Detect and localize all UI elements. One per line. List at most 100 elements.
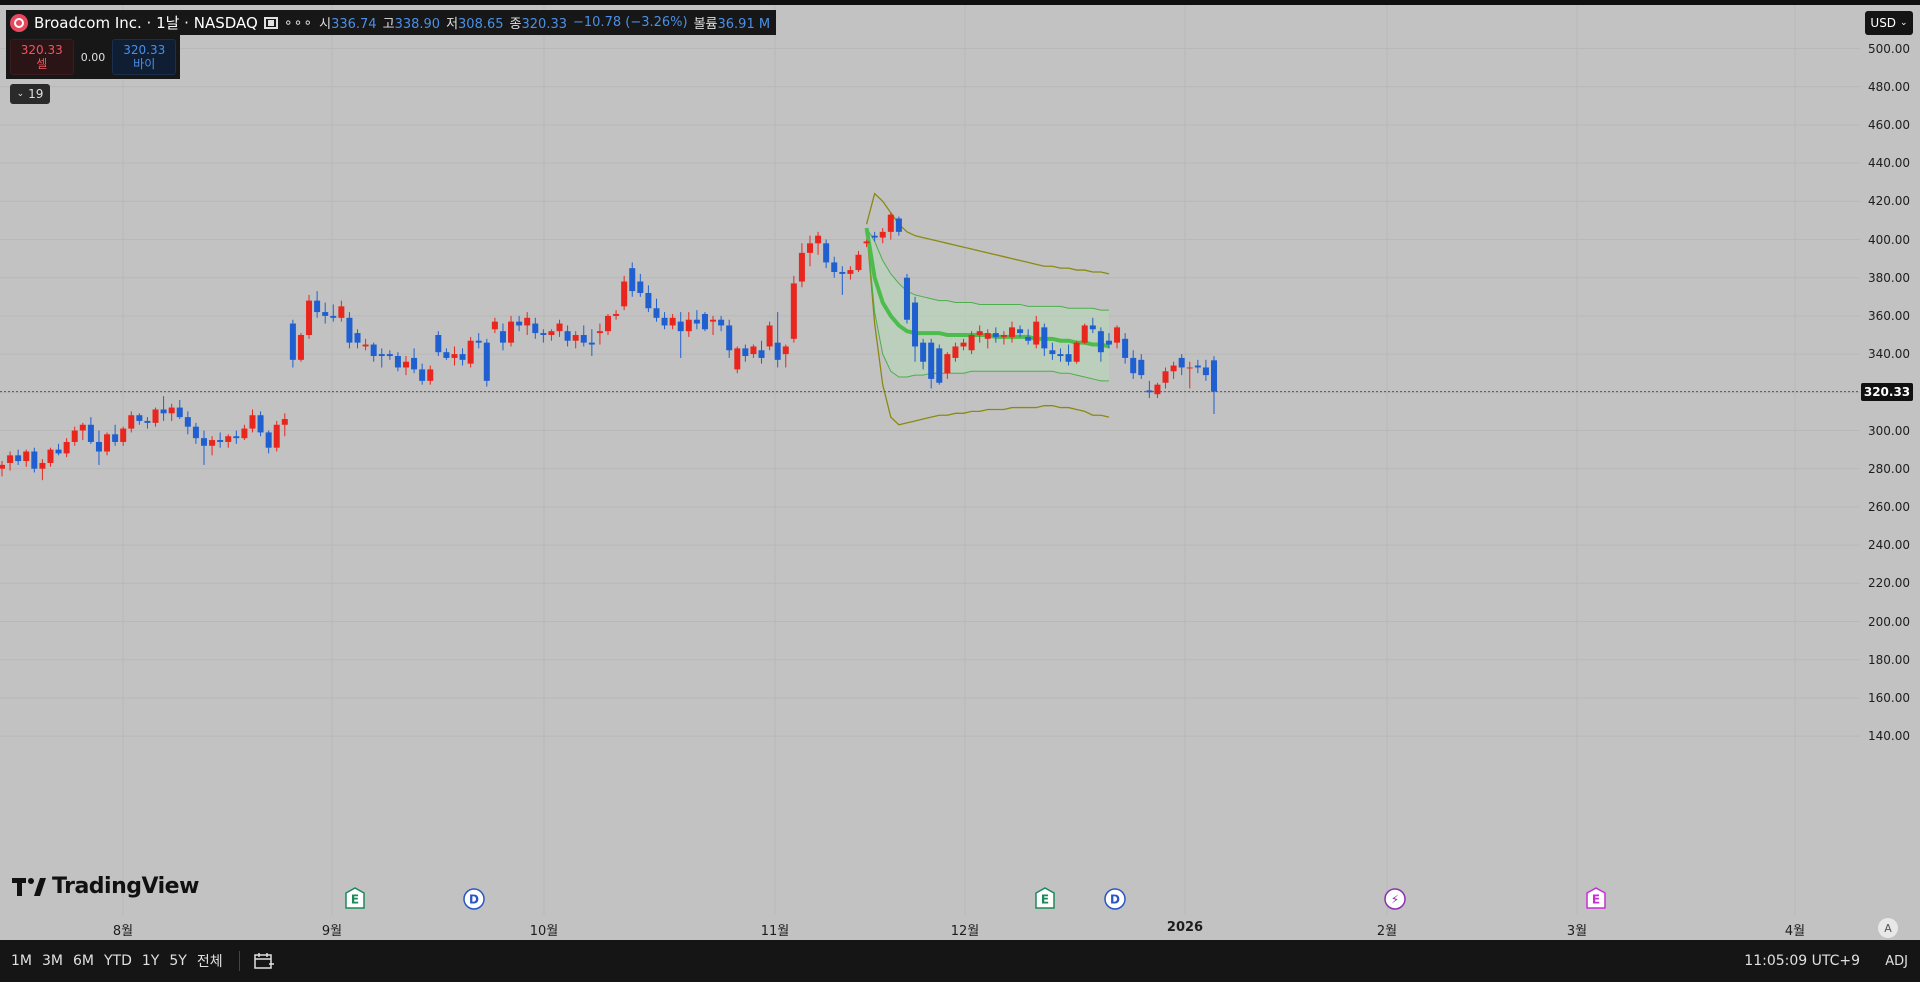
candle-body (1114, 327, 1121, 343)
symbol-title[interactable]: Broadcom Inc. · 1날 · NASDAQ (34, 14, 258, 32)
buy-button[interactable]: 320.33 바이 (112, 39, 176, 75)
candle-body (1000, 335, 1007, 337)
event-marker-e[interactable]: E (1586, 887, 1606, 909)
time-tick-label: 12월 (950, 924, 980, 939)
sell-button[interactable]: 320.33 셀 (10, 39, 74, 75)
price-tick-label: 460.00 (1868, 117, 1910, 132)
event-marker-e[interactable]: E (345, 887, 365, 909)
more-icon[interactable]: ∘∘∘ (283, 14, 314, 31)
candle-body (483, 342, 490, 381)
candle-body (289, 323, 296, 360)
range-5y-button[interactable]: 5Y (169, 953, 187, 969)
candle (47, 447, 54, 467)
symbol-legend[interactable]: Broadcom Inc. · 1날 · NASDAQ ∘∘∘ 시336.74 … (6, 10, 777, 35)
candle-body (1025, 336, 1032, 341)
candle-body (257, 415, 264, 433)
candle-body (419, 369, 426, 381)
candle (992, 327, 999, 343)
candle (588, 329, 595, 357)
candle (184, 411, 191, 435)
candle (1049, 342, 1056, 360)
range-1m-button[interactable]: 1M (11, 953, 32, 969)
candle (1057, 348, 1064, 362)
time-tick-label: 10월 (529, 924, 559, 939)
candle-body (758, 350, 765, 358)
price-axis[interactable]: 140.00 160.00 180.00 200.00 220.00 240.00 260.… (1860, 5, 1920, 940)
candle-body (1122, 338, 1129, 358)
candle-body (15, 455, 22, 462)
candle-body (766, 325, 773, 347)
candle (475, 333, 482, 349)
candle (273, 420, 280, 452)
candle (459, 348, 466, 366)
event-marker-split[interactable]: ⚡ (1384, 888, 1406, 910)
range-ytd-button[interactable]: YTD (104, 953, 132, 969)
clock[interactable]: 11:05:09 UTC+9 (1744, 953, 1860, 969)
chart-grid (0, 5, 1860, 915)
candle-body (467, 340, 474, 364)
candle-body (362, 344, 369, 347)
adj-button[interactable]: ADJ (1885, 953, 1908, 969)
candle-body (386, 354, 393, 357)
currency-button[interactable]: USD ⌄ (1865, 11, 1913, 35)
candle (378, 348, 385, 368)
candle (427, 365, 434, 385)
candle-body (491, 321, 498, 330)
calendar-range-icon[interactable] (253, 952, 274, 970)
chevron-down-icon: ⌄ (1900, 18, 1908, 28)
candle-body (1194, 365, 1201, 368)
event-marker-label: D (1110, 893, 1120, 907)
candle (831, 256, 838, 278)
candle (847, 266, 854, 280)
candle (306, 294, 313, 339)
indicators-toggle-button[interactable]: ⌄ 19 (10, 84, 50, 104)
event-markers: E D E D ⚡ E (345, 887, 1606, 910)
candle (330, 304, 337, 322)
event-marker-d[interactable]: D (463, 888, 485, 910)
candle-body (621, 281, 628, 307)
candle (540, 329, 547, 343)
candle-body (976, 331, 983, 335)
candle-body (499, 331, 506, 343)
candle (968, 331, 975, 355)
event-marker-e[interactable]: E (1035, 887, 1055, 909)
candle (152, 407, 159, 427)
range-1y-button[interactable]: 1Y (141, 953, 160, 969)
range-6m-button[interactable]: 6M (73, 953, 94, 969)
candle (249, 409, 256, 433)
candle-body (742, 348, 749, 357)
candle-body (1202, 367, 1209, 376)
candle (1089, 317, 1096, 334)
candle-body (160, 409, 167, 414)
candle (1138, 354, 1145, 379)
candle-body (798, 252, 805, 282)
candle-body (1154, 384, 1161, 395)
candle-body (403, 361, 409, 368)
candle-body (427, 369, 434, 381)
candle-body (184, 417, 191, 427)
candle (815, 231, 822, 255)
range-3m-button[interactable]: 3M (42, 953, 63, 969)
tradingview-logo[interactable]: TradingView (12, 874, 199, 899)
candle-body (443, 352, 450, 358)
candle (1130, 350, 1137, 379)
flag-icon[interactable] (263, 16, 278, 29)
price-chart[interactable]: E D E D ⚡ E (0, 5, 1860, 940)
bottom-toolbar: 1M 3M 6M YTD 1Y 5Y 전체 11:05:09 UTC+9 ADJ (0, 940, 1920, 982)
candle (766, 321, 773, 351)
time-axis[interactable]: 8월 9월 10월 11월 12월 2026 2월 3월 4월 (0, 915, 1860, 940)
auto-scale-button[interactable]: A (1878, 918, 1898, 938)
candle-body (726, 325, 733, 351)
candle-body (605, 315, 611, 332)
candle-body (710, 319, 717, 322)
candle (346, 312, 353, 349)
range-all-button[interactable]: 전체 (196, 954, 223, 970)
time-tick-label: 4월 (1784, 924, 1806, 939)
candle (605, 313, 611, 335)
candle-body (572, 335, 579, 341)
candle-body (516, 321, 523, 326)
event-marker-d[interactable]: D (1104, 888, 1126, 910)
candle-body (297, 335, 304, 360)
candle-body (653, 308, 660, 318)
candle (556, 319, 563, 337)
